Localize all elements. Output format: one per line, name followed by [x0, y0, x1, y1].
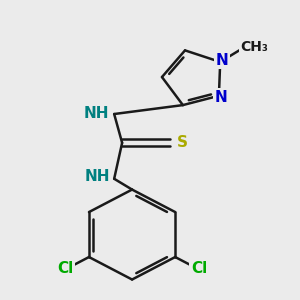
Text: N: N — [216, 53, 229, 68]
Text: Cl: Cl — [57, 261, 74, 276]
Text: CH₃: CH₃ — [241, 40, 268, 54]
Text: N: N — [214, 90, 227, 105]
Text: Cl: Cl — [191, 261, 207, 276]
Text: NH: NH — [85, 169, 110, 184]
Text: S: S — [177, 135, 188, 150]
Text: NH: NH — [83, 106, 109, 121]
